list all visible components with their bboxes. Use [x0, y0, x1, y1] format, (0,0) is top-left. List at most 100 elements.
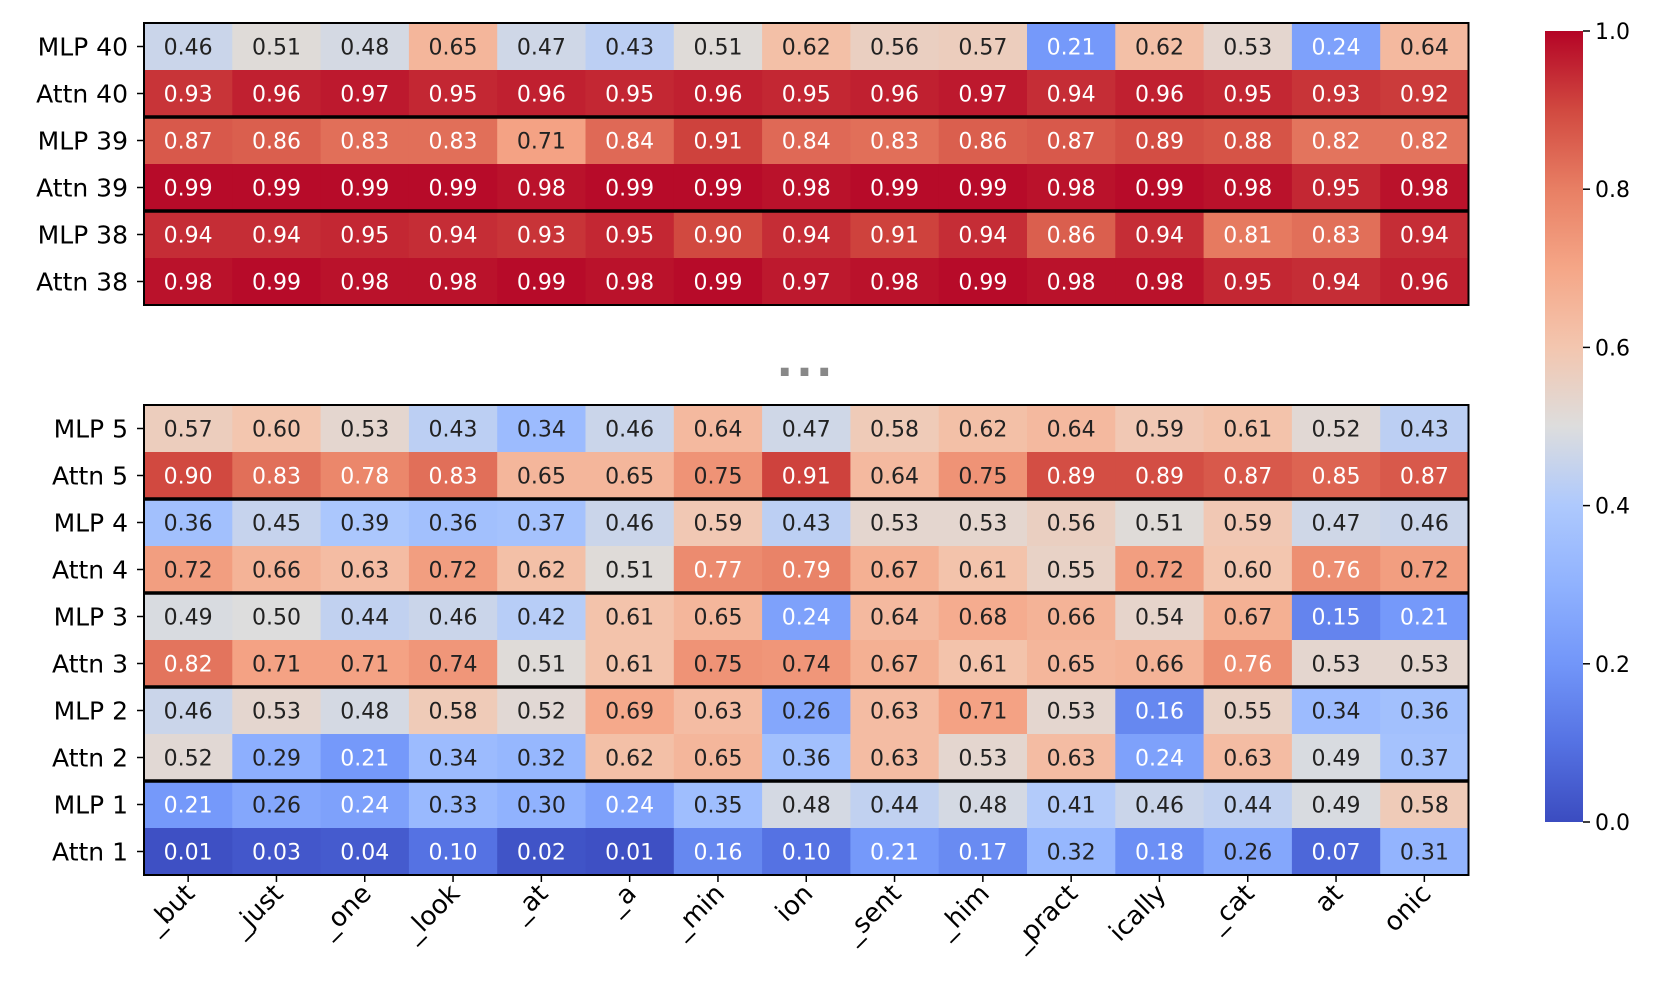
cell-value-label: 0.53	[1047, 700, 1096, 725]
cell-value-label: 0.95	[605, 83, 654, 108]
cell-value-label: 0.71	[517, 130, 566, 155]
x-tick-label: _sent	[837, 879, 908, 950]
heatmap-cell	[1027, 405, 1116, 453]
cell-value-label: 0.26	[1223, 841, 1272, 866]
heatmap-cell	[673, 452, 763, 500]
colorbar-tick-label: 0.2	[1595, 653, 1630, 678]
heatmap-cell	[1027, 687, 1116, 735]
heatmap-cell	[320, 164, 410, 212]
heatmap-cell	[320, 781, 410, 829]
heatmap-cell	[1380, 499, 1469, 547]
heatmap-cell	[938, 593, 1028, 641]
heatmap-cell	[850, 211, 940, 259]
heatmap-cell	[762, 452, 851, 500]
heatmap-cell	[408, 828, 498, 876]
cell-value-label: 0.98	[1400, 177, 1449, 202]
heatmap-cell	[497, 211, 586, 259]
cell-value-label: 0.91	[782, 465, 831, 490]
row-label: Attn 4	[52, 556, 128, 585]
cell-value-label: 0.61	[958, 653, 1007, 678]
heatmap-cell	[320, 640, 410, 688]
heatmap-cell	[673, 405, 763, 453]
heatmap-cell	[1291, 593, 1381, 641]
cell-value-label: 0.99	[252, 271, 301, 296]
heatmap-cell	[1115, 687, 1205, 735]
heatmap-cell	[408, 781, 498, 829]
cell-value-label: 0.91	[870, 224, 919, 249]
cell-value-label: 0.98	[1223, 177, 1272, 202]
cell-value-label: 0.24	[340, 794, 389, 819]
heatmap-cell	[408, 117, 498, 165]
cell-value-label: 0.98	[782, 177, 831, 202]
row-label: MLP 38	[38, 221, 128, 250]
cell-value-label: 0.99	[252, 177, 301, 202]
heatmap-cell	[850, 781, 940, 829]
cell-value-label: 0.44	[340, 606, 389, 631]
heatmap-cell	[938, 546, 1028, 594]
heatmap-cell	[585, 211, 675, 259]
heatmap-cell	[1027, 70, 1116, 118]
heatmap-cell	[938, 258, 1028, 306]
heatmap-cell	[497, 546, 586, 594]
heatmap-cell	[762, 499, 851, 547]
heatmap-cell	[1203, 164, 1293, 212]
cell-value-label: 0.43	[1400, 418, 1449, 443]
heatmap-cell	[1115, 405, 1205, 453]
heatmap-cell	[1115, 211, 1205, 259]
cell-value-label: 0.60	[1223, 559, 1272, 584]
cell-value-label: 0.46	[164, 36, 213, 61]
heatmap-cell	[232, 593, 322, 641]
cell-value-label: 0.65	[605, 465, 654, 490]
cell-value-label: 0.96	[870, 83, 919, 108]
cell-value-label: 0.48	[782, 794, 831, 819]
cell-value-label: 0.93	[517, 224, 566, 249]
heatmap-cell	[1027, 117, 1116, 165]
cell-value-label: 0.99	[693, 271, 742, 296]
cell-value-label: 0.95	[1223, 271, 1272, 296]
heatmap-cell	[1203, 211, 1293, 259]
heatmap-cell	[850, 452, 940, 500]
heatmap-cell	[762, 640, 851, 688]
x-tick-label: _a	[600, 879, 642, 921]
x-tick-label: _pract	[1005, 879, 1084, 958]
heatmap-cell	[1115, 23, 1205, 71]
cell-value-label: 0.62	[605, 747, 654, 772]
cell-value-label: 0.99	[958, 177, 1007, 202]
cell-value-label: 0.94	[1047, 83, 1096, 108]
heatmap-cell	[938, 640, 1028, 688]
cell-value-label: 0.68	[958, 606, 1007, 631]
heatmap-cell	[1380, 211, 1469, 259]
heatmap-cell	[673, 593, 763, 641]
cell-value-label: 0.87	[1047, 130, 1096, 155]
heatmap-cell	[1291, 499, 1381, 547]
heatmap-cell	[938, 499, 1028, 547]
heatmap-cell	[673, 70, 763, 118]
heatmap-cell	[850, 405, 940, 453]
heatmap-cell	[1115, 546, 1205, 594]
cell-value-label: 0.78	[340, 465, 389, 490]
heatmap-cell	[144, 828, 233, 876]
cell-value-label: 0.95	[1312, 177, 1361, 202]
cell-value-label: 0.98	[1047, 177, 1096, 202]
cell-value-label: 0.91	[693, 130, 742, 155]
heatmap-cell	[232, 70, 322, 118]
cell-value-label: 0.51	[252, 36, 301, 61]
heatmap-cell	[585, 734, 675, 782]
heatmap-cell	[1027, 828, 1116, 876]
heatmap-cell	[938, 117, 1028, 165]
cell-value-label: 0.41	[1047, 794, 1096, 819]
heatmap-cell	[762, 211, 851, 259]
cell-value-label: 0.99	[1135, 177, 1184, 202]
heatmap-cell	[320, 211, 410, 259]
cell-value-label: 0.31	[1400, 841, 1449, 866]
heatmap-cell	[1203, 546, 1293, 594]
heatmap-cell	[673, 499, 763, 547]
cell-value-label: 0.83	[252, 465, 301, 490]
heatmap-cell	[408, 258, 498, 306]
cell-value-label: 0.21	[1400, 606, 1449, 631]
cell-value-label: 0.99	[693, 177, 742, 202]
cell-value-label: 0.47	[1312, 512, 1361, 537]
cell-value-label: 0.72	[164, 559, 213, 584]
x-tick-label: _at	[505, 879, 555, 929]
cell-value-label: 0.95	[340, 224, 389, 249]
